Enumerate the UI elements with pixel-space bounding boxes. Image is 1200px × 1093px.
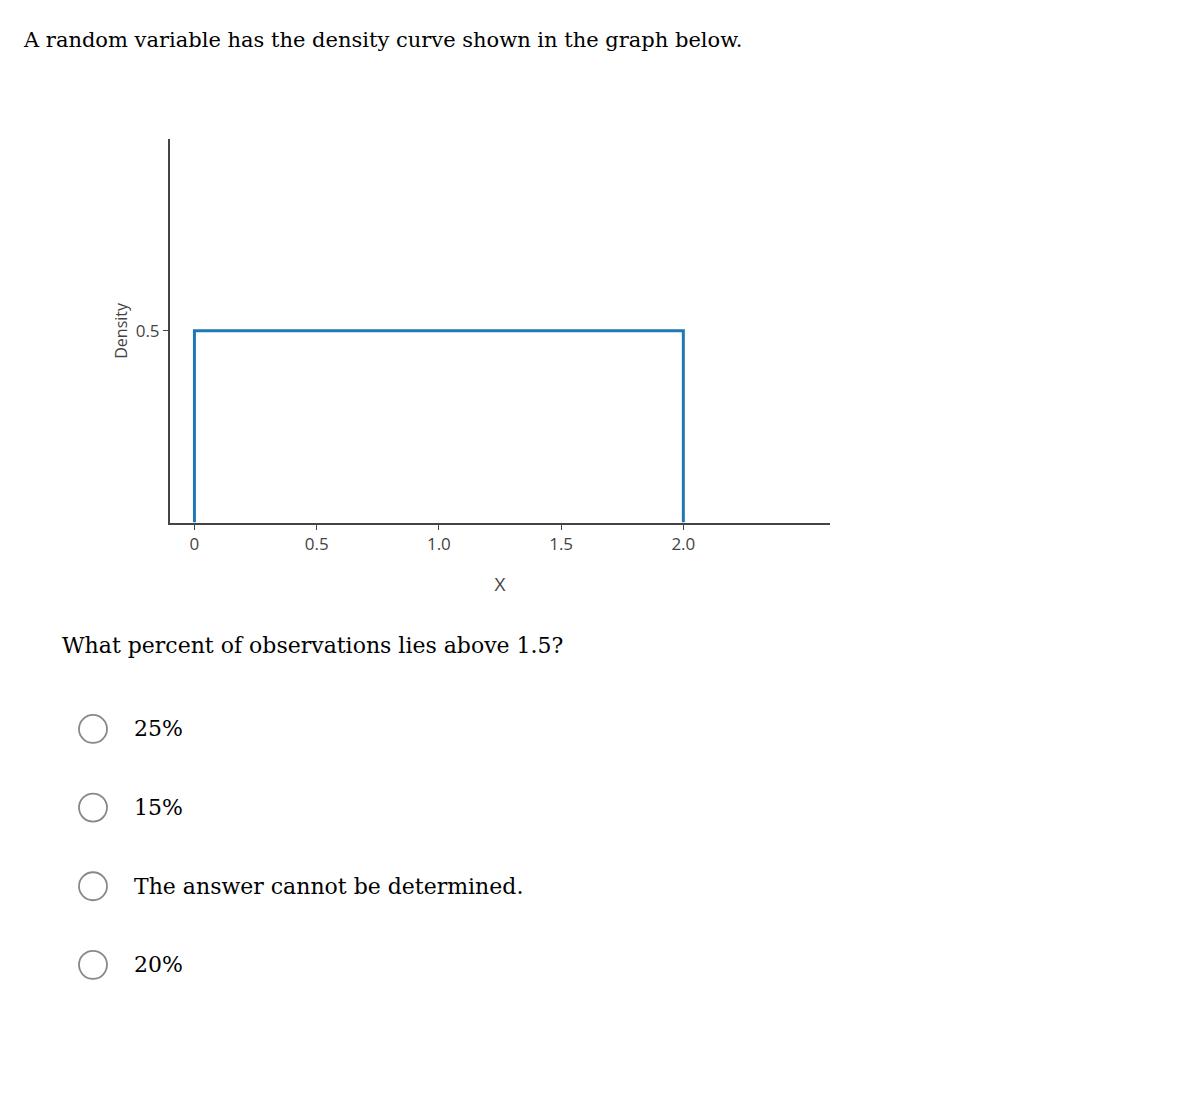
svg-text:The answer cannot be determine: The answer cannot be determined. — [134, 874, 523, 899]
svg-text:X: X — [495, 571, 506, 597]
svg-text:0: 0 — [190, 532, 200, 555]
svg-text:What percent of observations l: What percent of observations lies above … — [62, 633, 563, 658]
svg-text:A random variable has the dens: A random variable has the density curve … — [23, 28, 742, 52]
svg-text:Density: Density — [110, 302, 132, 359]
svg-text:1.0: 1.0 — [427, 532, 451, 555]
svg-text:15%: 15% — [134, 795, 183, 820]
svg-text:0.5: 0.5 — [305, 532, 329, 555]
svg-text:20%: 20% — [134, 952, 183, 977]
svg-text:2.0: 2.0 — [671, 532, 695, 555]
svg-text:25%: 25% — [134, 716, 183, 741]
svg-text:0.5: 0.5 — [136, 319, 160, 342]
svg-text:1.5: 1.5 — [549, 532, 573, 555]
